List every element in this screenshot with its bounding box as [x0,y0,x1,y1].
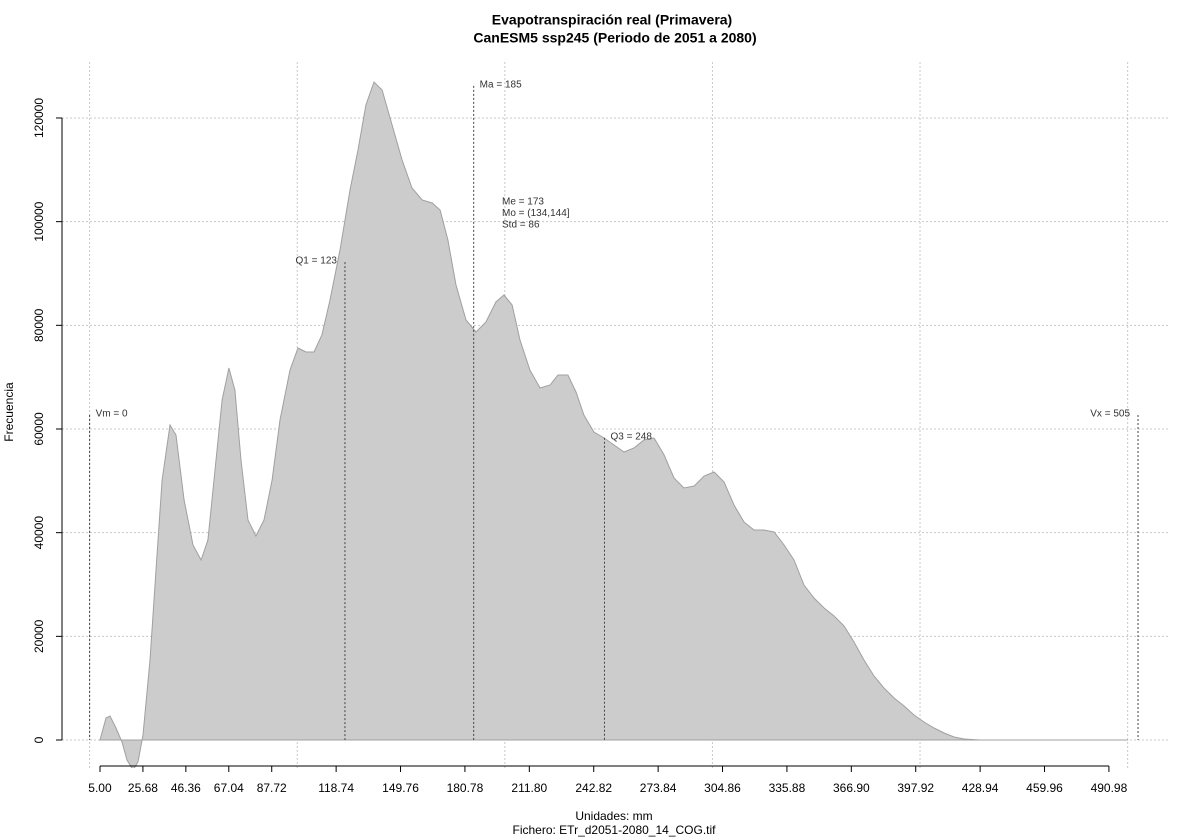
chart-title: Evapotranspiración real (Primavera) [492,12,732,28]
x-tick-label: 428.94 [962,781,999,795]
y-tick-label: 80000 [32,308,46,342]
x-tick-label: 304.86 [704,781,741,795]
x-tick-label: 459.96 [1026,781,1063,795]
file-label: Fichero: ETr_d2051-2080_14_COG.tif [513,823,717,837]
stat-label: Std = 86 [502,220,540,231]
y-tick-label: 20000 [32,619,46,653]
x-tick-label: 87.72 [257,781,287,795]
y-tick-label: 60000 [32,412,46,446]
x-tick-label: 149.76 [382,781,419,795]
x-tick-label: 273.84 [640,781,677,795]
x-tick-label: 397.92 [897,781,934,795]
y-tick-label: 120000 [32,98,46,138]
x-tick-label: 490.98 [1091,781,1128,795]
stat-label: Me = 173 [502,197,544,208]
x-tick-label: 5.00 [88,781,112,795]
x-tick-label: 242.82 [575,781,612,795]
x-tick-label: 25.68 [128,781,158,795]
y-tick-label: 40000 [32,516,46,550]
chart-subtitle: CanESM5 ssp245 (Periodo de 2051 a 2080) [473,30,756,46]
y-tick-label: 0 [32,736,46,743]
x-axis-label: Unidades: mm [575,809,652,823]
x-tick-label: 46.36 [171,781,201,795]
marker-label: Vx = 505 [1090,409,1130,420]
x-tick-label: 366.90 [833,781,870,795]
y-axis-label: Frecuencia [2,382,16,442]
x-tick-label: 335.88 [769,781,806,795]
x-tick-label: 180.78 [447,781,484,795]
marker-label: Vm = 0 [96,409,128,420]
density-area [98,81,1129,768]
y-tick-label: 100000 [32,201,46,241]
x-tick-label: 67.04 [214,781,244,795]
x-tick-label: 118.74 [318,781,354,795]
stat-label: Mo = (134,144] [502,208,570,219]
x-tick-label: 211.80 [511,781,547,795]
marker-label: Q1 = 123 [296,256,338,267]
marker-label: Ma = 185 [480,79,522,90]
marker-label: Q3 = 248 [610,431,652,442]
